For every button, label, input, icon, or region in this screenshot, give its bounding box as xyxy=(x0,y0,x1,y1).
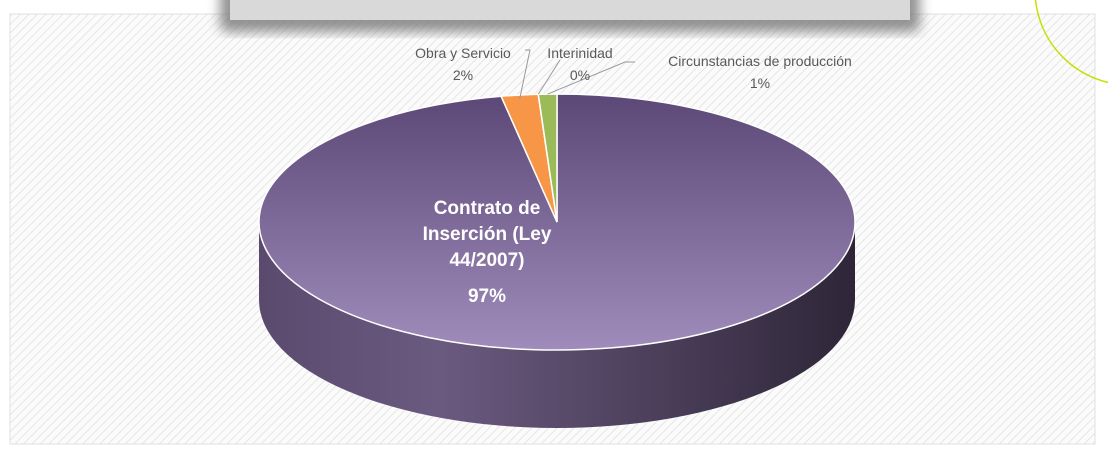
slice-label: Contrato de Inserción (Ley 44/2007) xyxy=(422,198,552,271)
slice-value: 0% xyxy=(569,67,591,83)
leader-line xyxy=(547,61,635,95)
slice-label: Interinidad xyxy=(547,45,613,61)
leader-line xyxy=(519,49,531,100)
header-bar xyxy=(230,0,910,20)
slice-value: 97% xyxy=(467,286,507,307)
slice-value: 2% xyxy=(452,67,474,83)
slice-value: 1% xyxy=(749,75,771,91)
slice xyxy=(258,93,856,351)
slice-label: Obra y Servicio xyxy=(415,45,511,61)
slice-label: Circunstancias de producción xyxy=(668,53,852,69)
slice-side xyxy=(259,222,855,428)
leader-line xyxy=(537,59,561,95)
